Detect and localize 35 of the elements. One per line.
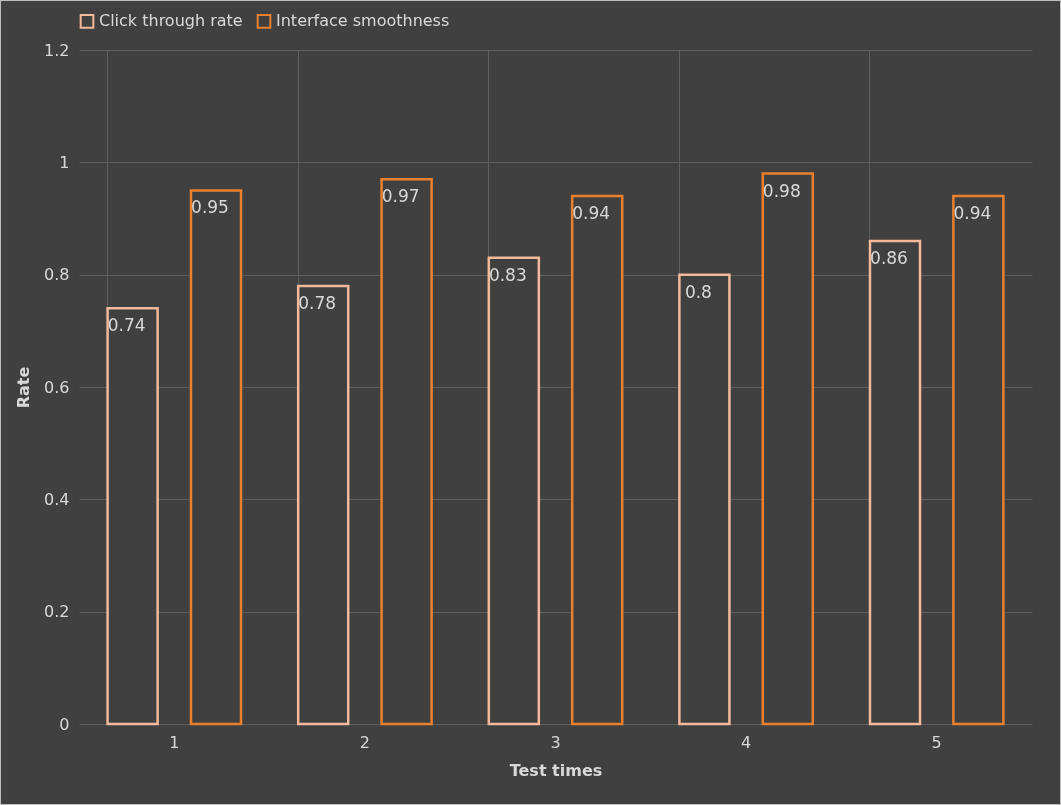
- data-label: 0.83: [488, 264, 527, 285]
- bar: [761, 172, 815, 726]
- data-label: 0.86: [870, 247, 908, 268]
- y-tick-label: 0.2: [44, 602, 70, 622]
- y-tick-label: 0.8: [44, 265, 70, 285]
- y-tick-label: 0.6: [44, 377, 70, 397]
- legend-label: Interface smoothness: [276, 11, 450, 31]
- data-label: 0.8: [684, 281, 712, 302]
- y-tick-label: 0.4: [44, 489, 70, 509]
- data-label: 0.98: [762, 180, 801, 201]
- x-axis-title: Test times: [509, 760, 603, 780]
- bar: [189, 189, 243, 726]
- data-label: 0.97: [381, 186, 420, 207]
- bar: [678, 273, 731, 726]
- x-tick-label: 3: [550, 732, 561, 752]
- data-label: 0.74: [107, 315, 146, 336]
- legend-label: Click through rate: [99, 11, 243, 31]
- y-tick-label: 1.2: [44, 40, 70, 60]
- y-axis-title: Rate: [14, 366, 34, 409]
- bar: [868, 239, 922, 726]
- data-label: 0.94: [572, 203, 611, 224]
- y-tick-label: 0: [59, 714, 70, 734]
- bar: [380, 177, 433, 726]
- bar: [570, 194, 624, 726]
- bar: [487, 256, 541, 726]
- data-label: 0.95: [191, 197, 229, 218]
- x-tick-label: 1: [169, 732, 180, 752]
- y-tick-label: 1: [59, 152, 70, 172]
- x-tick-label: 2: [359, 732, 370, 752]
- x-tick-label: 4: [741, 732, 752, 752]
- x-tick-label: 5: [931, 732, 942, 752]
- bar: [952, 194, 1005, 726]
- bar: [296, 284, 350, 726]
- bar: [106, 307, 159, 726]
- data-label: 0.78: [298, 292, 337, 313]
